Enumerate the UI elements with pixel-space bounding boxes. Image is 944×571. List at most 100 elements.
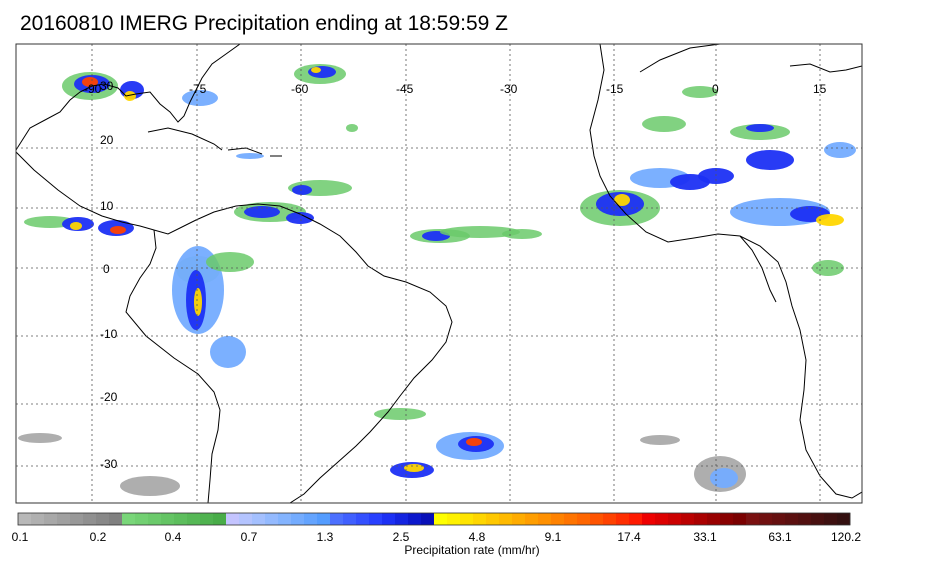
precip-cell-heavy bbox=[286, 212, 314, 224]
coast-mexico bbox=[16, 151, 155, 231]
colorbar-tick: 0.2 bbox=[89, 530, 107, 544]
precip-cell-intense bbox=[404, 464, 424, 472]
lon-label: 0 bbox=[712, 82, 719, 96]
colorbar-swatch bbox=[668, 513, 682, 525]
coast-north-america bbox=[16, 44, 241, 151]
colorbar-swatch bbox=[161, 513, 175, 525]
precip-cell-light bbox=[682, 86, 718, 98]
precip-cell-moderate bbox=[236, 153, 264, 159]
coastlines bbox=[16, 44, 862, 503]
coast-mediterranean bbox=[789, 63, 862, 73]
colorbar-swatch bbox=[746, 513, 760, 525]
colorbar-swatch bbox=[148, 513, 162, 525]
precip-cell-intense bbox=[124, 91, 136, 101]
coast-south-america bbox=[153, 203, 453, 503]
colorbar-swatch bbox=[317, 513, 331, 525]
colorbar-swatch bbox=[408, 513, 422, 525]
colorbar-swatch bbox=[759, 513, 773, 525]
colorbar-swatch bbox=[551, 513, 565, 525]
colorbar-swatch bbox=[577, 513, 591, 525]
precip-cell-heavy bbox=[746, 124, 774, 132]
colorbar-swatch bbox=[44, 513, 58, 525]
precip-cell-light bbox=[374, 408, 426, 420]
precip-cell-heavy bbox=[292, 185, 312, 195]
colorbar-swatch bbox=[642, 513, 656, 525]
precip-cell-intense bbox=[194, 288, 202, 316]
precip-cell-heavy bbox=[746, 150, 794, 170]
map-title: 20160810 IMERG Precipitation ending at 1… bbox=[20, 12, 508, 35]
colorbar-swatch bbox=[395, 513, 409, 525]
gridlines bbox=[16, 44, 862, 503]
map-frame bbox=[15, 43, 863, 504]
colorbar-swatch bbox=[525, 513, 539, 525]
precip-cell-light bbox=[206, 252, 254, 272]
precip-cell-light bbox=[346, 124, 358, 132]
lat-label: 10 bbox=[100, 199, 114, 213]
colorbar-title: Precipitation rate (mm/hr) bbox=[404, 543, 540, 557]
colorbar-swatch bbox=[772, 513, 786, 525]
colorbar-swatch bbox=[434, 513, 448, 525]
colorbar-swatch bbox=[109, 513, 123, 525]
colorbar-tick: 1.3 bbox=[316, 530, 334, 544]
colorbar-swatch bbox=[343, 513, 357, 525]
colorbar-swatch bbox=[733, 513, 747, 525]
colorbar-swatch bbox=[460, 513, 474, 525]
colorbar-swatch bbox=[837, 513, 851, 525]
longitude-labels: -90 -75 -60 -45 -30 -15 0 15 bbox=[84, 82, 827, 96]
colorbar-swatch bbox=[200, 513, 214, 525]
coast-south-america-west bbox=[125, 229, 221, 503]
colorbar-swatch bbox=[824, 513, 838, 525]
colorbar-swatch bbox=[174, 513, 188, 525]
colorbar-swatch bbox=[96, 513, 110, 525]
lat-label: -30 bbox=[100, 457, 118, 471]
colorbar-swatch bbox=[369, 513, 383, 525]
colorbar-tick: 63.1 bbox=[768, 530, 792, 544]
precip-cell-intense bbox=[311, 67, 321, 73]
colorbar-swatch bbox=[213, 513, 227, 525]
colorbar-swatch bbox=[629, 513, 643, 525]
colorbar-swatch bbox=[187, 513, 201, 525]
colorbar-swatch bbox=[486, 513, 500, 525]
lat-label: 20 bbox=[100, 133, 114, 147]
precip-cell-light bbox=[642, 116, 686, 132]
colorbar-swatch bbox=[603, 513, 617, 525]
colorbar-swatch bbox=[616, 513, 630, 525]
colorbar-swatch bbox=[252, 513, 266, 525]
colorbar-swatch bbox=[707, 513, 721, 525]
lat-label: 30 bbox=[100, 79, 114, 93]
precip-cell-gray bbox=[18, 433, 62, 443]
lon-label: -90 bbox=[84, 82, 102, 96]
colorbar-swatch bbox=[330, 513, 344, 525]
colorbar-swatch bbox=[499, 513, 513, 525]
precip-cell-moderate bbox=[182, 90, 218, 106]
colorbar-tick: 0.4 bbox=[164, 530, 182, 544]
colorbar-swatch bbox=[278, 513, 292, 525]
colorbar-swatch bbox=[70, 513, 84, 525]
colorbar-swatch bbox=[473, 513, 487, 525]
precip-cell-gray bbox=[120, 476, 180, 496]
lon-label: 15 bbox=[813, 82, 827, 96]
lon-label: -15 bbox=[606, 82, 624, 96]
colorbar-tick: 2.5 bbox=[392, 530, 410, 544]
precip-cell-heavy bbox=[244, 206, 280, 218]
colorbar-swatch bbox=[720, 513, 734, 525]
colorbar-tick: 33.1 bbox=[693, 530, 717, 544]
colorbar-swatch bbox=[226, 513, 240, 525]
coast-africa-north bbox=[639, 44, 721, 73]
colorbar-tick: 17.4 bbox=[617, 530, 641, 544]
colorbar-swatch bbox=[798, 513, 812, 525]
colorbar-swatch bbox=[655, 513, 669, 525]
lon-label: -30 bbox=[500, 82, 518, 96]
coast-cuba bbox=[147, 127, 223, 151]
precip-cell-intense bbox=[816, 214, 844, 226]
colorbar-swatch bbox=[382, 513, 396, 525]
colorbar-swatch bbox=[694, 513, 708, 525]
lon-label: -45 bbox=[396, 82, 414, 96]
precip-cell-moderate bbox=[210, 336, 246, 368]
lon-label: -75 bbox=[189, 82, 207, 96]
colorbar-swatch bbox=[356, 513, 370, 525]
precip-cell-moderate bbox=[710, 468, 738, 488]
colorbar-tick: 4.8 bbox=[468, 530, 486, 544]
colorbar-swatch bbox=[564, 513, 578, 525]
